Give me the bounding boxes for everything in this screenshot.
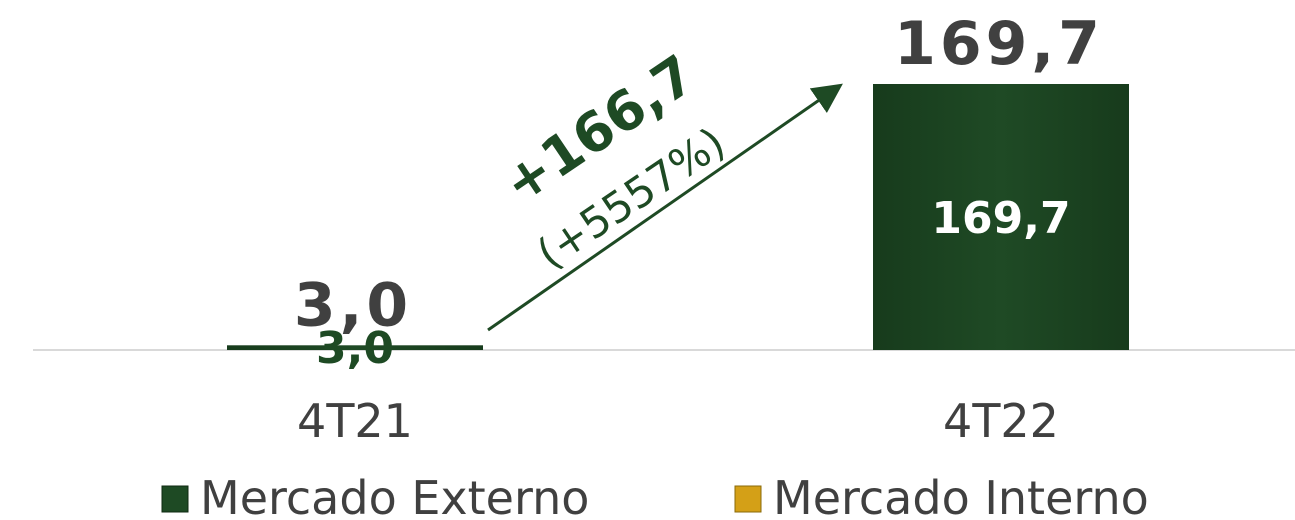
legend-swatch-mercado-interno bbox=[734, 485, 762, 513]
bar-mercado-externo-4t22 bbox=[873, 84, 1129, 350]
bars-group bbox=[227, 84, 1129, 350]
total-label-4t22: 169,7 bbox=[894, 9, 1104, 79]
legend-label-mercado-externo: Mercado Externo bbox=[200, 471, 589, 520]
segment-label-4t21: 3,0 bbox=[316, 323, 394, 374]
labels-group: 3,03,0 4T21 169,7 169,7 4T22 bbox=[294, 9, 1104, 448]
segment-label-4t22: 169,7 bbox=[931, 193, 1070, 244]
legend-label-mercado-interno: Mercado Interno bbox=[773, 471, 1149, 520]
legend: Mercado Externo Mercado Interno bbox=[161, 471, 1149, 520]
bar-mercado-externo-4t21 bbox=[227, 345, 483, 350]
category-label-4t21: 4T21 bbox=[297, 394, 413, 448]
change-arrow bbox=[487, 83, 843, 332]
category-label-4t22: 4T22 bbox=[943, 394, 1059, 448]
legend-swatch-mercado-externo bbox=[161, 485, 189, 513]
total-label-4t21: 3,0 bbox=[294, 270, 412, 340]
